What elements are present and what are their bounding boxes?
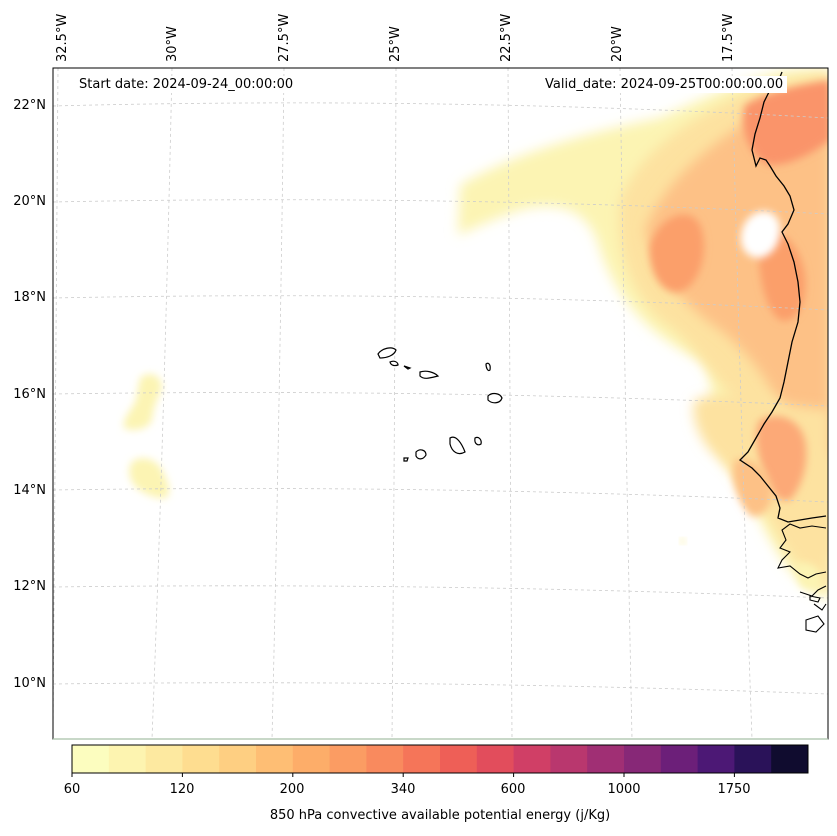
cape-verde-islands (377, 347, 503, 462)
colorbar-cell (366, 745, 404, 773)
lat-label: 22°N (13, 98, 46, 113)
colorbar-tick-label: 1000 (607, 782, 641, 797)
lat-label: 18°N (13, 290, 46, 305)
colorbar-tick-label: 60 (63, 782, 81, 797)
colorbar-cell (72, 745, 110, 773)
lon-label: 32.5°W (55, 13, 70, 62)
colorbar-cell (771, 745, 809, 773)
colorbar-cell (660, 745, 699, 773)
coastline-guinea-bissau (777, 523, 827, 633)
colorbar (72, 745, 809, 773)
colorbar-cell (550, 745, 588, 773)
colorbar-cell (440, 745, 478, 773)
cape-field (123, 70, 828, 600)
colorbar-tick-label: 120 (169, 782, 195, 797)
lat-label: 14°N (13, 483, 46, 498)
lon-label: 30°W (165, 26, 180, 62)
colorbar-cell (292, 745, 331, 773)
lat-label: 20°N (13, 194, 46, 209)
lat-label: 12°N (13, 579, 46, 594)
gridlines (53, 68, 828, 739)
colorbar-cell (329, 745, 367, 773)
lat-label: 16°N (13, 387, 46, 402)
colorbar-cell (219, 745, 257, 773)
lon-label: 22.5°W (499, 13, 514, 62)
colorbar-cell (256, 745, 294, 773)
colorbar-cell (476, 745, 515, 773)
colorbar-cell (513, 745, 551, 773)
lat-label: 10°N (13, 676, 46, 691)
lon-label: 25°W (388, 26, 403, 62)
colorbar-tick-label: 1750 (717, 782, 751, 797)
colorbar-cell (145, 745, 183, 773)
colorbar-cell (403, 745, 441, 773)
colorbar-title: 850 hPa convective available potential e… (269, 808, 611, 823)
lon-label: 17.5°W (721, 13, 736, 62)
lon-label: 27.5°W (277, 13, 292, 62)
colorbar-cell (734, 745, 772, 773)
colorbar-tick-label: 200 (279, 782, 305, 797)
coastline-africa (738, 71, 827, 523)
colorbar-cell (182, 745, 220, 773)
lon-label: 20°W (610, 26, 625, 62)
valid-date-label: Valid_date: 2024-09-25T00:00:00.00 (541, 76, 788, 93)
colorbar-tick-label: 340 (390, 782, 416, 797)
colorbar-cell (108, 745, 147, 773)
colorbar-cell (587, 745, 625, 773)
colorbar-cell (697, 745, 735, 773)
colorbar-tick-label: 600 (500, 782, 526, 797)
start-date-label: Start date: 2024-09-24_00:00:00 (75, 76, 298, 93)
colorbar-cell (624, 745, 662, 773)
colorbar-ticks (71, 773, 735, 777)
